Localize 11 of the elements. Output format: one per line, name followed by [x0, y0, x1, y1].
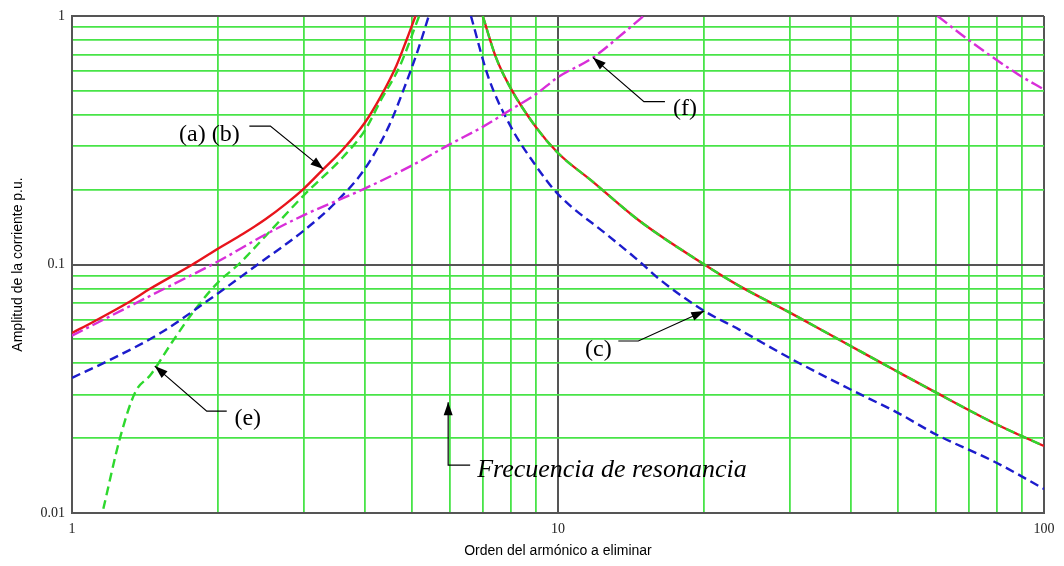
y-tick-label: 1	[58, 7, 65, 23]
y-tick-label: 0.1	[47, 256, 65, 272]
annotation: (e)	[234, 404, 262, 431]
annotation: (f)	[672, 93, 697, 120]
y-tick-label: 0.01	[40, 504, 65, 520]
annotation: (c)	[584, 335, 612, 362]
x-tick-label: 1	[68, 521, 76, 537]
x-tick-label: 100	[1033, 521, 1055, 537]
x-axis-title: Orden del armónico a eliminar	[464, 542, 653, 559]
x-tick-label: 10	[551, 521, 565, 537]
y-axis-title: Amplitud de la corriente p.u.	[9, 177, 26, 352]
